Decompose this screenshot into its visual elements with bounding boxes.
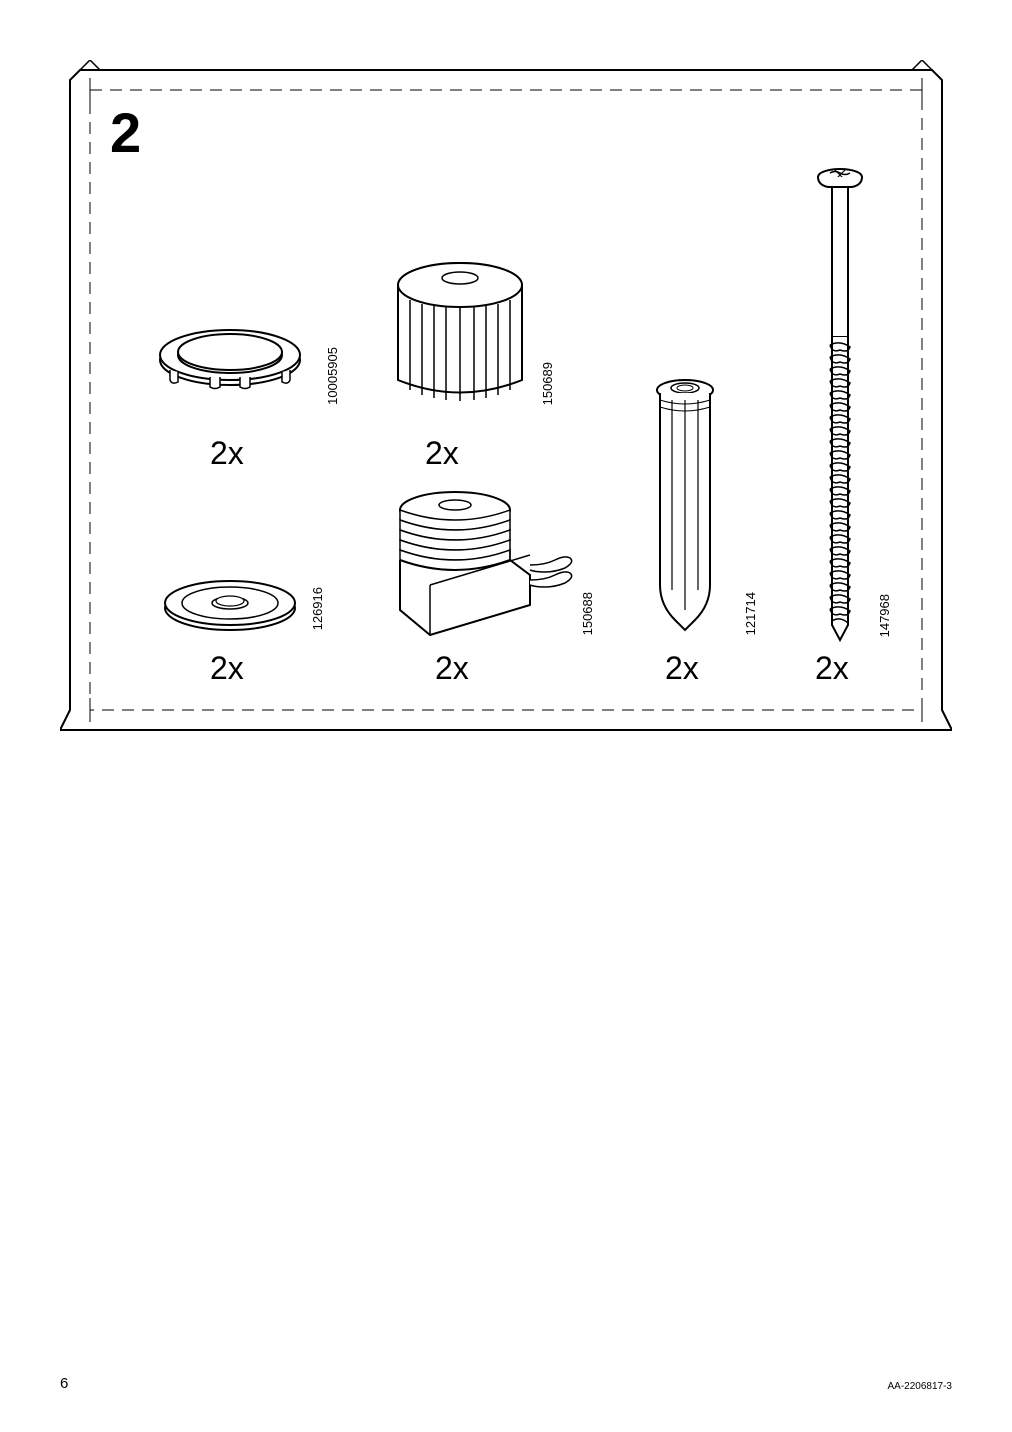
part-wall-plug: 121714 [630,375,740,645]
part-number-label: 10005905 [325,347,340,405]
parts-area: 10005905 2x 150689 2x [100,140,920,700]
part-number-label: 126916 [310,587,325,630]
part-bracket: 150688 [360,480,590,650]
part-flange-cap: 10005905 [140,320,320,420]
part-cylinder-grip: 150689 [370,250,550,420]
flange-cap-icon [140,320,320,420]
quantity-label: 2x [210,435,244,472]
part-number-label: 150689 [540,362,555,405]
part-number-label: 121714 [743,592,758,635]
part-washer: 126916 [155,570,305,640]
part-long-screw: 147968 [800,165,880,645]
quantity-label: 2x [210,650,244,687]
cylinder-grip-icon [370,250,550,420]
page-number: 6 [60,1375,68,1392]
part-number-label: 147968 [877,594,892,637]
quantity-label: 2x [665,650,699,687]
quantity-label: 2x [425,435,459,472]
wall-plug-icon [630,375,740,645]
doc-reference: AA-2206817-3 [888,1381,953,1392]
washer-icon [155,570,305,640]
part-number-label: 150688 [580,592,595,635]
long-screw-icon [800,165,880,645]
quantity-label: 2x [815,650,849,687]
bracket-icon [360,480,590,650]
quantity-label: 2x [435,650,469,687]
